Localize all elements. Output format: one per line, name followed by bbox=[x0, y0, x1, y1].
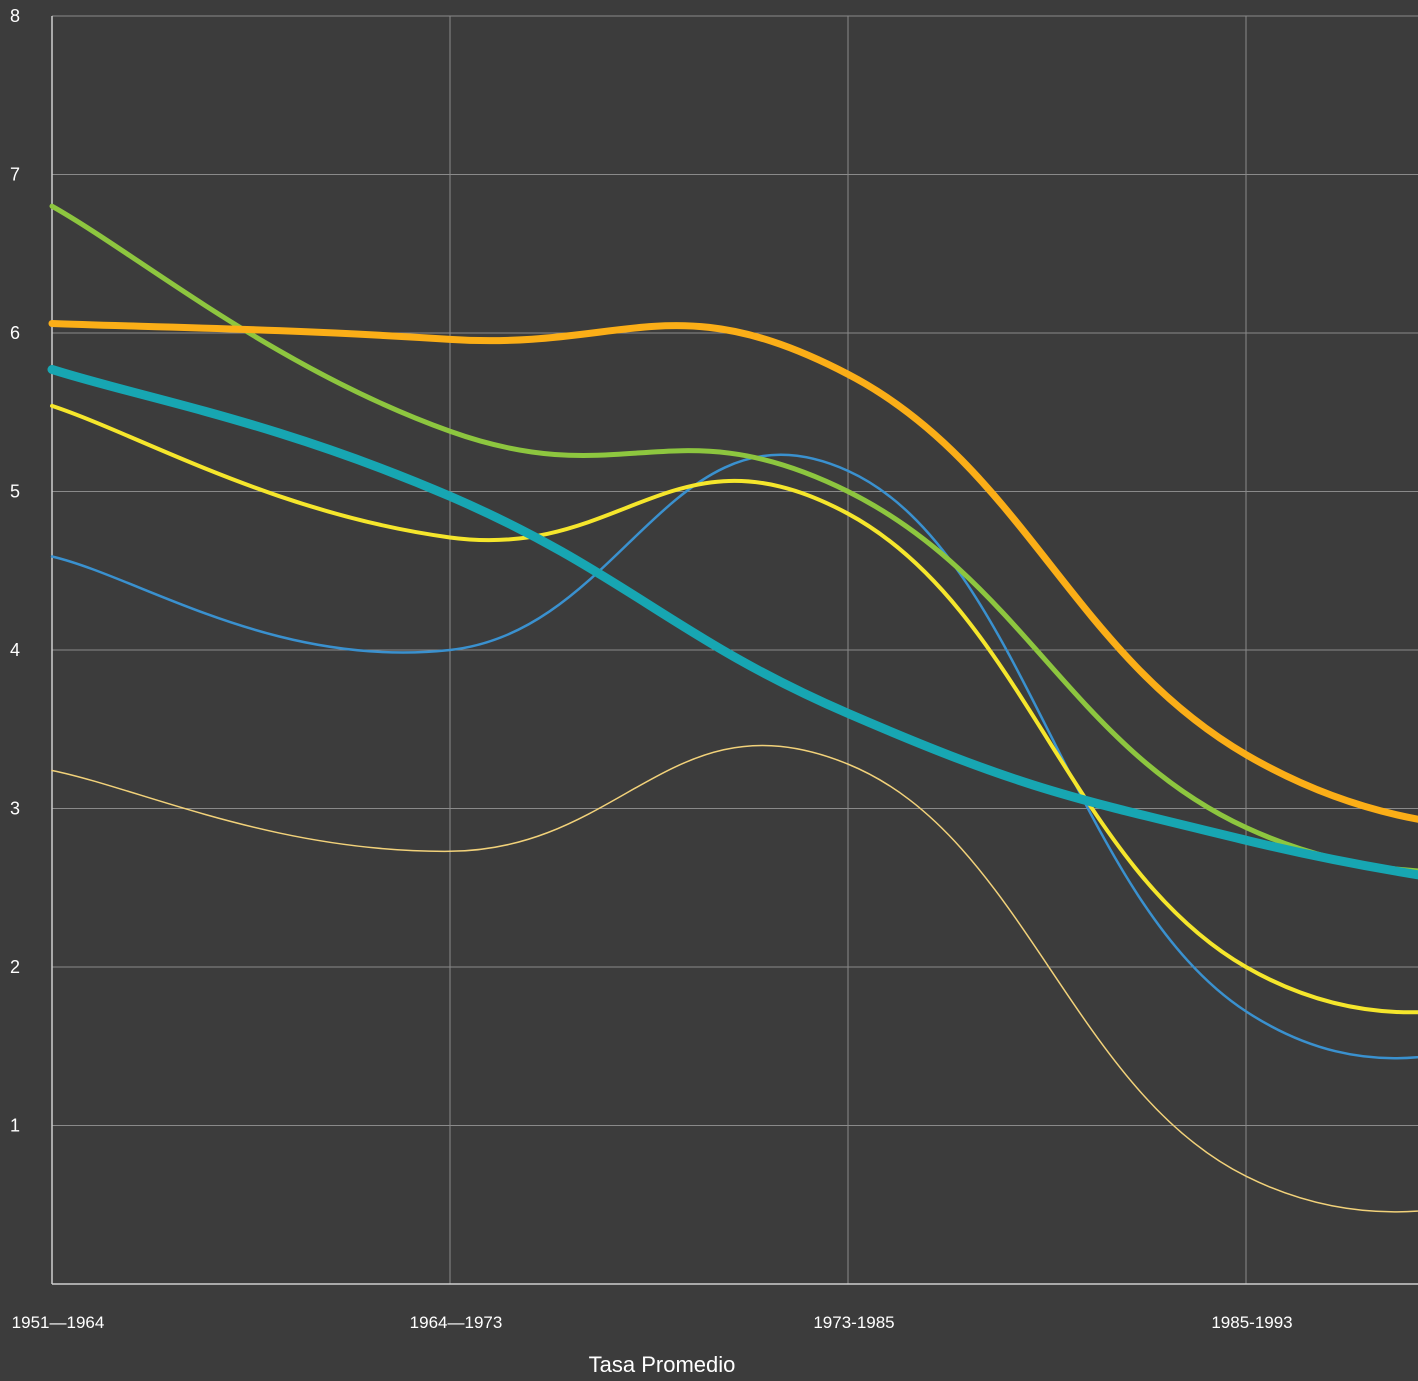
series-line-3 bbox=[50, 403, 1418, 1015]
x-axis-title: Tasa Promedio bbox=[589, 1352, 736, 1377]
series-line-6 bbox=[48, 319, 1418, 823]
x-tick-label: 1964—1973 bbox=[410, 1313, 503, 1332]
series-line-1 bbox=[51, 744, 1418, 1213]
series-lines bbox=[47, 203, 1418, 1213]
y-tick-label: 2 bbox=[10, 957, 20, 977]
y-tick-label: 6 bbox=[10, 323, 20, 343]
y-tick-label: 7 bbox=[10, 165, 20, 185]
x-tick-label: 1985-1993 bbox=[1211, 1313, 1292, 1332]
y-tick-label: 5 bbox=[10, 482, 20, 502]
y-tick-label: 4 bbox=[10, 640, 20, 660]
x-tick-label: 1951—1964 bbox=[12, 1313, 105, 1332]
y-tick-label: 3 bbox=[10, 799, 20, 819]
y-tick-label: 8 bbox=[10, 6, 20, 26]
axes bbox=[51, 16, 1418, 1285]
series-line-5 bbox=[47, 364, 1418, 880]
tick-labels: 1 2 3 4 5 6 7 8 1951—1964 1964—1973 1973-1985 1985-… bbox=[10, 6, 1293, 1332]
y-tick-label: 1 bbox=[10, 1116, 20, 1136]
x-tick-label: 1973-1985 bbox=[813, 1313, 894, 1332]
grid bbox=[52, 15, 1418, 1284]
series-line-2 bbox=[50, 453, 1418, 1060]
series-line-4 bbox=[49, 203, 1418, 874]
